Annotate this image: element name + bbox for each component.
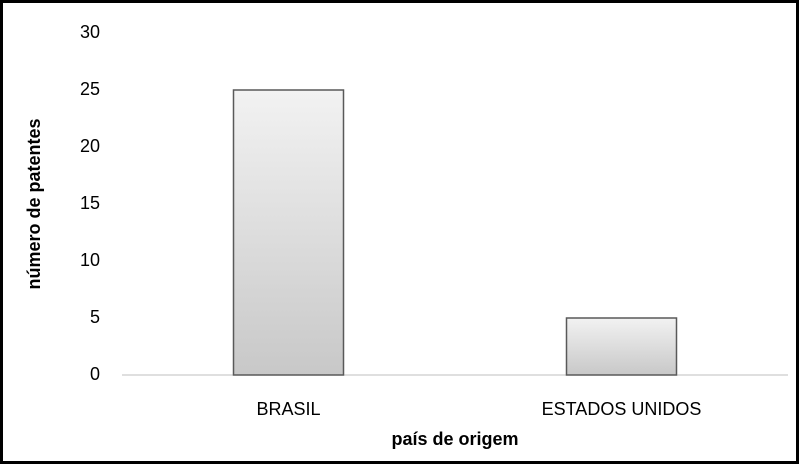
bar <box>232 89 345 376</box>
y-tick-label: 30 <box>80 22 100 42</box>
y-tick-label: 20 <box>80 136 100 156</box>
y-tick-label: 10 <box>80 250 100 270</box>
bar <box>565 317 678 376</box>
y-tick-label: 5 <box>90 307 100 327</box>
y-tick-label: 25 <box>80 79 100 99</box>
x-axis-title: país de origem <box>391 429 518 449</box>
y-tick-label: 0 <box>90 364 100 384</box>
x-tick-label: ESTADOS UNIDOS <box>542 399 702 419</box>
y-axis-title: número de patentes <box>24 118 44 289</box>
y-tick-label: 15 <box>80 193 100 213</box>
x-tick-label: BRASIL <box>256 399 320 419</box>
